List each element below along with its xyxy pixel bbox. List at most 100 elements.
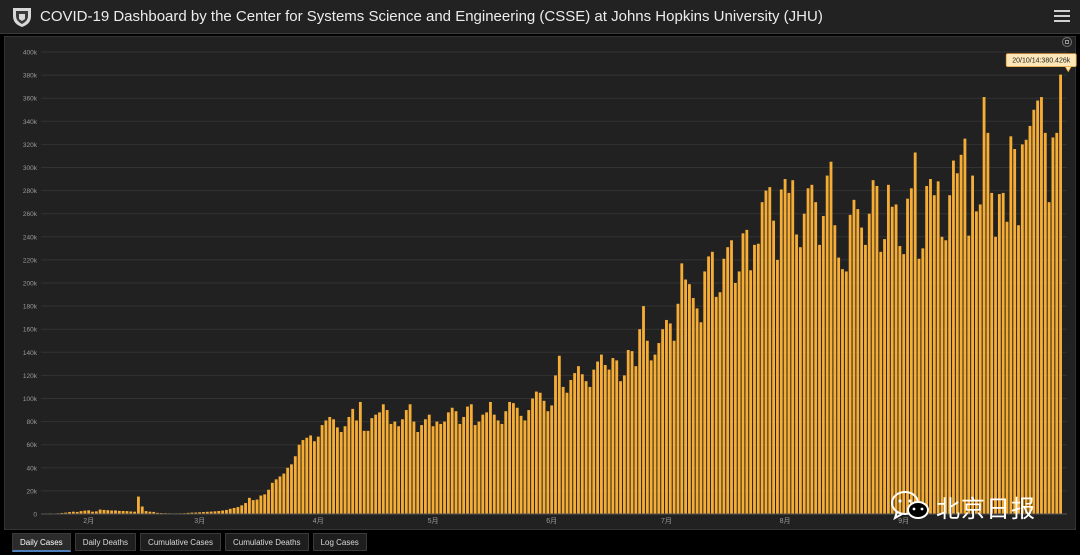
bar[interactable]	[496, 420, 500, 514]
bar[interactable]	[351, 408, 355, 514]
bar[interactable]	[871, 180, 875, 514]
bar[interactable]	[714, 296, 718, 514]
bar[interactable]	[649, 360, 653, 514]
bar[interactable]	[370, 418, 374, 514]
bar[interactable]	[626, 349, 630, 514]
bar[interactable]	[397, 426, 401, 514]
bar[interactable]	[489, 401, 492, 514]
bar[interactable]	[932, 195, 936, 514]
bar[interactable]	[339, 432, 343, 514]
bar[interactable]	[144, 511, 148, 514]
bar[interactable]	[328, 416, 332, 514]
bar[interactable]	[290, 464, 293, 514]
bar[interactable]	[741, 233, 745, 514]
bar[interactable]	[156, 512, 159, 514]
bar[interactable]	[710, 251, 714, 514]
bar[interactable]	[909, 188, 913, 515]
bar[interactable]	[1032, 109, 1036, 514]
bar[interactable]	[795, 234, 798, 515]
bar[interactable]	[730, 240, 733, 514]
bar[interactable]	[787, 192, 791, 514]
bar[interactable]	[209, 511, 213, 514]
bar[interactable]	[225, 509, 228, 514]
bar[interactable]	[236, 507, 240, 514]
bar[interactable]	[68, 512, 71, 514]
bar[interactable]	[906, 198, 909, 514]
bar[interactable]	[244, 503, 247, 514]
bar[interactable]	[661, 329, 665, 514]
bar[interactable]	[634, 366, 638, 514]
bar[interactable]	[768, 187, 772, 514]
bar[interactable]	[378, 412, 381, 514]
bar[interactable]	[902, 254, 906, 515]
bar[interactable]	[274, 479, 278, 514]
bar[interactable]	[87, 510, 91, 514]
bar[interactable]	[263, 494, 267, 514]
bar[interactable]	[110, 510, 114, 514]
bar[interactable]	[680, 263, 684, 514]
bar[interactable]	[615, 360, 619, 514]
bar[interactable]	[523, 420, 527, 514]
expand-panel-icon[interactable]	[1062, 37, 1072, 47]
bar[interactable]	[818, 244, 821, 514]
bar[interactable]	[106, 510, 110, 514]
bar[interactable]	[466, 406, 469, 514]
bar[interactable]	[867, 213, 871, 514]
bar[interactable]	[963, 138, 967, 515]
bar[interactable]	[722, 258, 726, 514]
bar[interactable]	[875, 185, 879, 515]
bar[interactable]	[638, 329, 642, 514]
bar[interactable]	[1040, 97, 1043, 515]
tab-log-cases[interactable]: Log Cases	[312, 533, 367, 551]
bar[interactable]	[431, 426, 435, 514]
bar[interactable]	[137, 496, 140, 514]
bar[interactable]	[198, 512, 202, 514]
bar[interactable]	[278, 476, 282, 514]
bar[interactable]	[1024, 139, 1028, 514]
bar[interactable]	[301, 440, 305, 514]
bar[interactable]	[519, 415, 523, 514]
bar[interactable]	[948, 195, 952, 514]
tab-cumulative-cases[interactable]: Cumulative Cases	[140, 533, 221, 551]
bar[interactable]	[213, 511, 217, 514]
bar[interactable]	[982, 97, 986, 515]
bar[interactable]	[423, 419, 427, 514]
bar[interactable]	[1001, 192, 1005, 514]
bar[interactable]	[791, 180, 795, 514]
bar[interactable]	[971, 175, 974, 514]
bar[interactable]	[886, 184, 890, 514]
bar[interactable]	[332, 419, 335, 514]
bar[interactable]	[186, 512, 190, 514]
bar[interactable]	[676, 303, 680, 514]
bar[interactable]	[251, 500, 255, 514]
bar[interactable]	[347, 416, 351, 514]
bar[interactable]	[366, 430, 370, 514]
bar[interactable]	[393, 421, 397, 514]
bar[interactable]	[619, 381, 622, 514]
bar[interactable]	[573, 373, 577, 514]
bar[interactable]	[844, 271, 848, 514]
bar[interactable]	[492, 414, 496, 514]
bar[interactable]	[1036, 100, 1040, 514]
bar[interactable]	[837, 257, 841, 514]
bar[interactable]	[554, 375, 557, 514]
bar[interactable]	[247, 497, 251, 514]
bar[interactable]	[60, 512, 64, 514]
bar[interactable]	[691, 298, 695, 514]
bar[interactable]	[538, 392, 542, 514]
bar[interactable]	[320, 425, 324, 514]
bar[interactable]	[286, 467, 290, 514]
bar[interactable]	[825, 175, 829, 514]
bar[interactable]	[753, 244, 756, 514]
bar[interactable]	[500, 423, 504, 514]
bar[interactable]	[534, 391, 538, 514]
bar[interactable]	[749, 270, 753, 514]
bar[interactable]	[898, 246, 902, 515]
bar[interactable]	[645, 340, 649, 514]
bar[interactable]	[917, 258, 921, 514]
bar[interactable]	[240, 505, 244, 514]
bar[interactable]	[561, 386, 565, 514]
bar[interactable]	[469, 404, 473, 514]
bar[interactable]	[952, 160, 955, 514]
bar[interactable]	[485, 412, 489, 514]
